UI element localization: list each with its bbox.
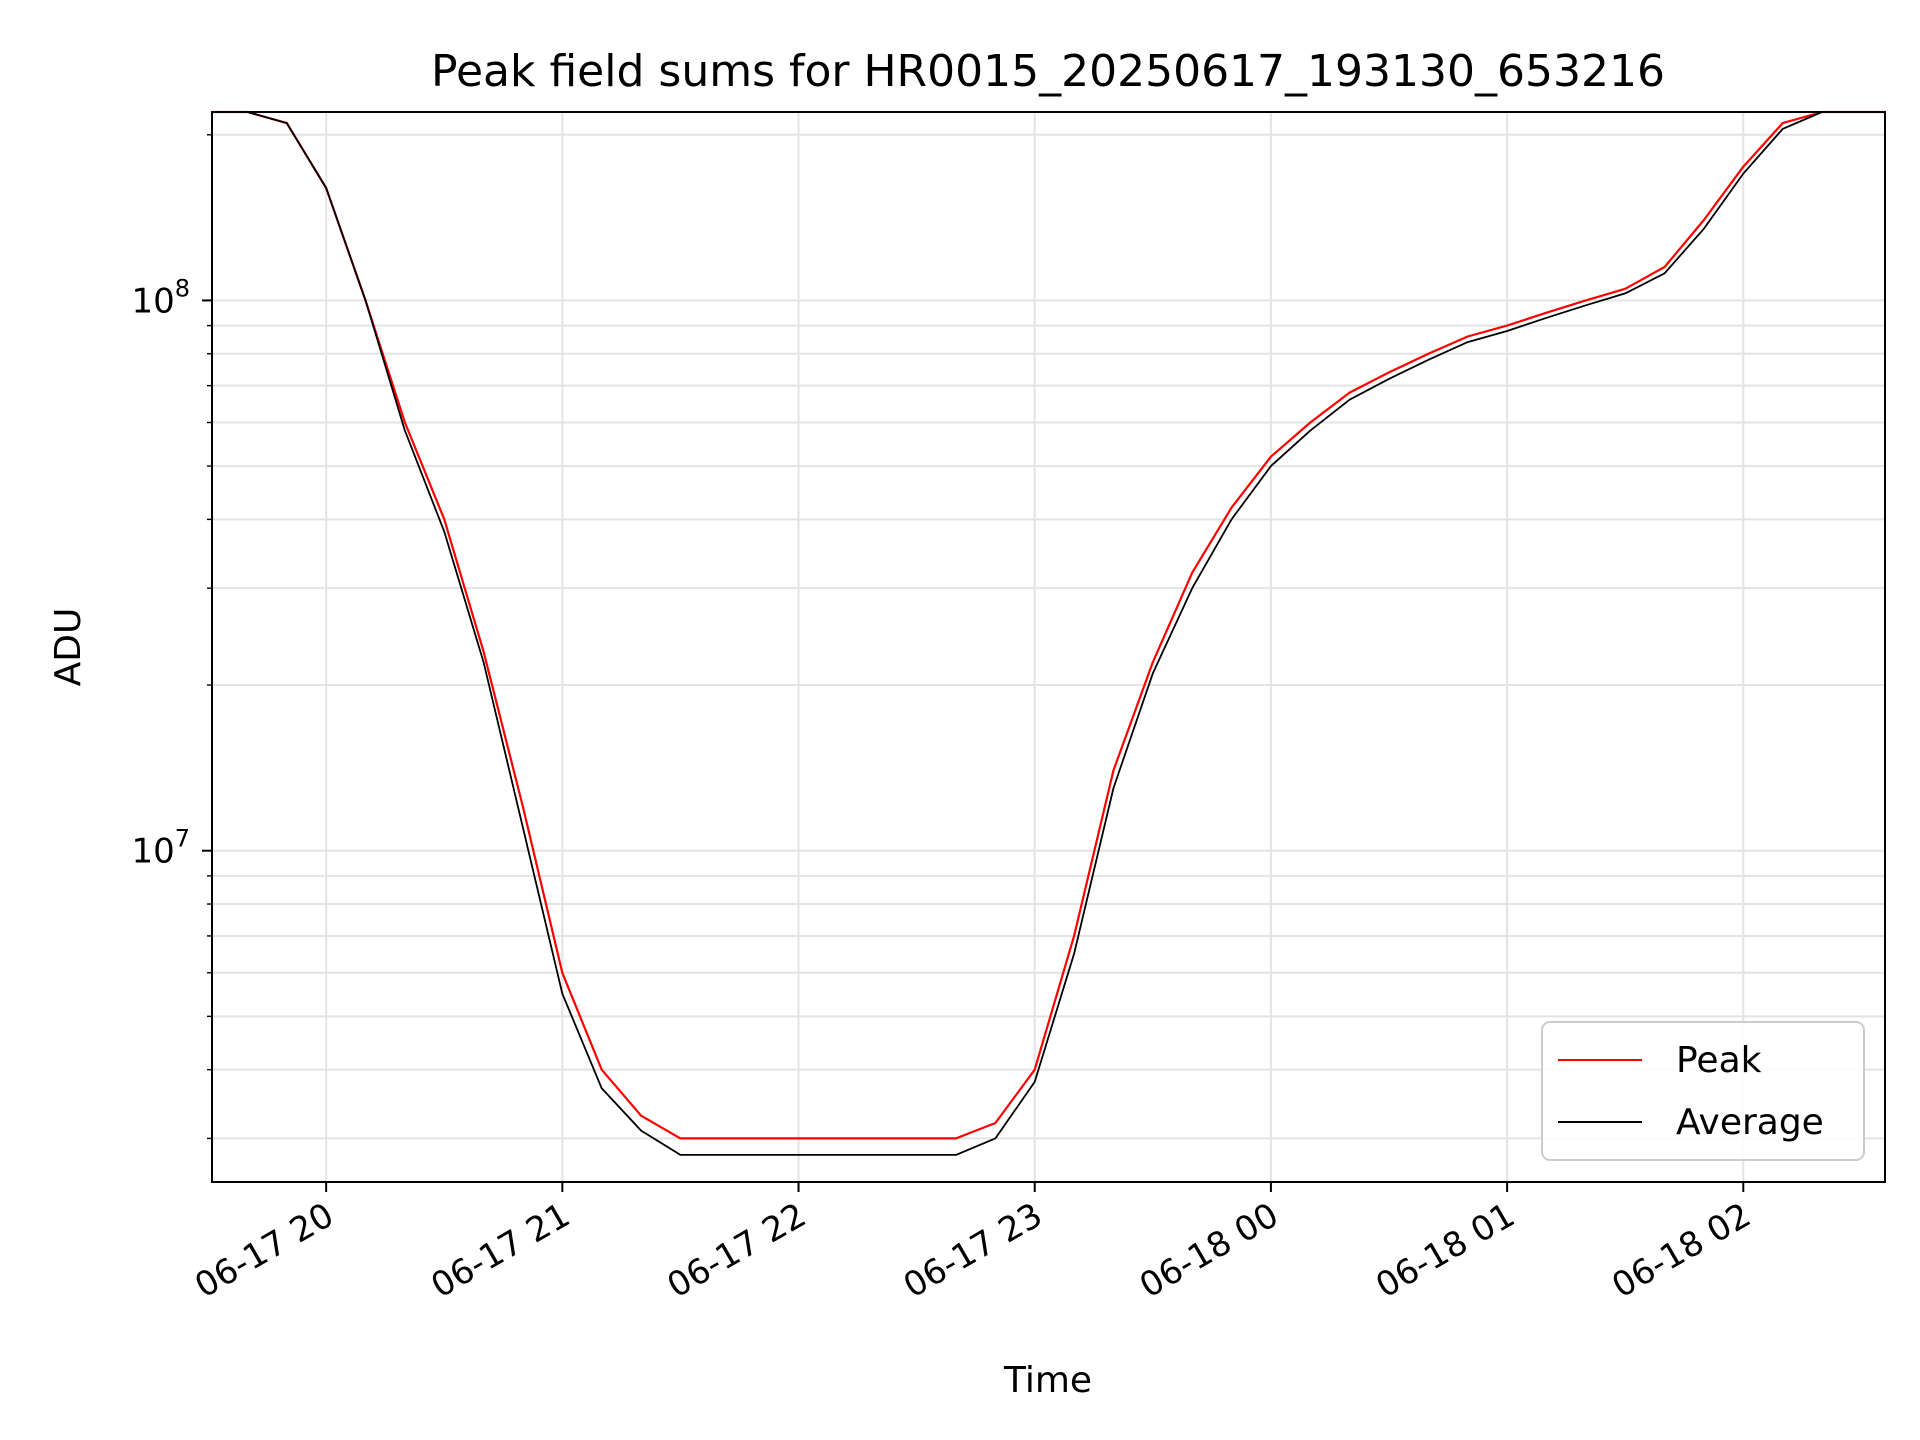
y-tick-label: 107 [131, 825, 190, 872]
legend-label-average: Average [1676, 1102, 1824, 1143]
y-axis-label: ADU [48, 608, 89, 687]
y-tick-label: 108 [131, 274, 190, 321]
plot-frame [211, 111, 1886, 1183]
grid [212, 112, 1885, 1182]
series-line-peak [212, 110, 1885, 1140]
legend: Peak Average [1541, 1021, 1865, 1161]
series-line-average [212, 111, 1885, 1156]
legend-box [1541, 1021, 1865, 1161]
series-layer [212, 110, 1885, 1156]
y-axis: 107 108 [131, 134, 212, 1140]
x-axis-label: Time [1003, 1360, 1092, 1401]
legend-label-peak: Peak [1676, 1040, 1762, 1081]
chart-title: Peak field sums for HR0015_20250617_1931… [431, 46, 1665, 97]
